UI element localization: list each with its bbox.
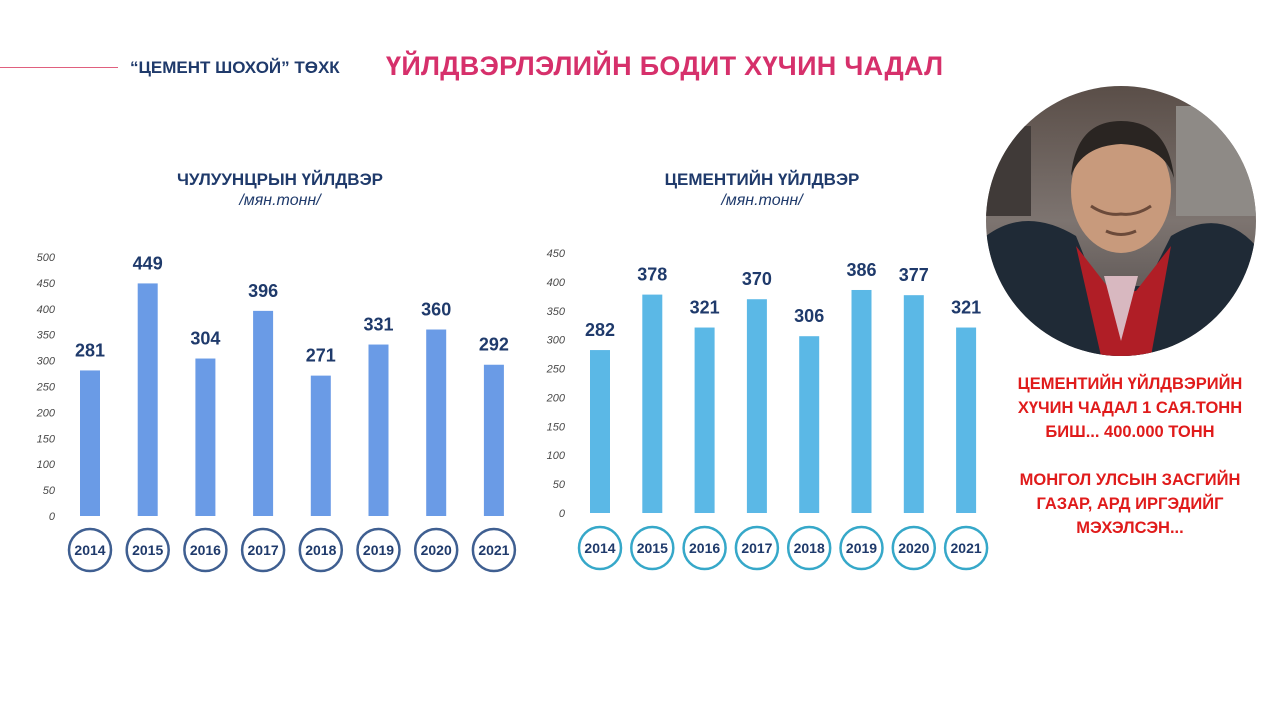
y-tick-label: 450 [37,278,56,290]
y-tick-label: 100 [547,450,566,462]
year-circle [839,525,884,571]
x-tick-label: 2017 [248,542,279,558]
bar [956,327,977,513]
chart-title-right: ЦЕМЕНТИЙН ҮЙЛДВЭР [664,170,860,189]
x-tick-label: 2019 [363,542,394,558]
statement-line-1: ЦЕМЕНТИЙН ҮЙЛДВЭРИЙН ХҮЧИН ЧАДАЛ 1 САЯ.Т… [1017,375,1243,441]
data-label: 360 [421,300,451,320]
y-tick-label: 150 [547,421,566,433]
y-tick-label: 50 [553,479,566,491]
bar [426,329,447,516]
data-label: 449 [133,253,163,273]
bar [642,294,663,513]
data-label: 378 [637,265,667,285]
y-tick-label: 0 [559,508,566,520]
bar [195,358,216,516]
data-label: 281 [75,340,105,360]
year-circle [577,525,623,571]
bar [80,370,100,516]
year-circle [786,525,832,571]
chart-cement: 0 50 100 150 200 250 300 350 400 450 282 2014 378 201… [546,248,989,571]
x-tick-label: 2020 [898,540,929,556]
chart-unit-left: /мян.тонн/ [239,192,321,209]
y-tick-label: 500 [37,252,56,264]
x-tick-label: 2014 [584,540,615,556]
data-label: 377 [899,265,929,285]
x-tick-label: 2016 [689,540,720,556]
statement-text: ЦЕМЕНТИЙН ҮЙЛДВЭРИЙН ХҮЧИН ЧАДАЛ 1 САЯ.Т… [1010,372,1250,540]
bar [483,364,504,516]
year-circle [682,525,727,571]
y-tick-label: 350 [547,306,566,318]
y-tick-label: 100 [37,459,56,471]
y-tick-label: 250 [546,364,566,376]
y-tick-label: 200 [36,407,56,419]
x-tick-label: 2018 [794,540,825,556]
y-tick-label: 300 [547,335,566,347]
y-tick-label: 150 [37,433,56,445]
bar [903,295,924,513]
bar [368,344,389,516]
year-circle [125,527,170,573]
year-circle [943,525,989,571]
bar [746,299,767,513]
bar [799,336,820,513]
y-tick-label: 350 [37,330,56,342]
bar [253,310,274,516]
year-circle [240,527,286,573]
x-tick-label: 2016 [190,542,221,558]
year-circle [891,525,937,571]
y-tick-label: 400 [547,277,566,289]
x-tick-label: 2015 [637,540,668,556]
year-circle [356,527,401,573]
data-label: 386 [846,260,876,280]
data-label: 370 [742,269,772,289]
bar [137,283,158,516]
x-tick-label: 2017 [741,540,772,556]
year-circle [734,525,780,571]
data-label: 321 [951,298,981,318]
person-portrait-photo [986,86,1256,356]
x-tick-label: 2019 [846,540,877,556]
person-portrait-icon [986,86,1256,356]
y-tick-label: 50 [43,485,56,497]
chart-unit-right: /мян.тонн/ [721,192,803,209]
x-tick-label: 2020 [421,542,452,558]
year-circle [413,527,459,573]
x-tick-label: 2015 [132,542,163,558]
y-tick-label: 400 [37,304,56,316]
bar [694,327,715,513]
y-tick-label: 450 [547,248,566,260]
year-circle [630,525,675,571]
year-circle [471,527,517,573]
year-circle [67,527,113,573]
y-tick-label: 250 [36,382,56,394]
chart-chuluuntsar: 0 50 100 150 200 250 300 350 400 450 500 281 2014 449… [36,252,517,573]
y-tick-label: 0 [49,511,56,523]
data-label: 321 [690,298,720,318]
bar [310,375,331,516]
data-label: 304 [190,329,220,349]
x-tick-label: 2018 [305,542,336,558]
x-tick-label: 2014 [74,542,105,558]
y-tick-label: 300 [37,356,56,368]
statement-line-2: МОНГОЛ УЛСЫН ЗАСГИЙН ГАЗАР, АРД ИРГЭДИЙГ… [1019,471,1241,537]
y-tick-label: 200 [546,392,566,404]
x-tick-label: 2021 [951,540,982,556]
company-name: “ЦЕМЕНТ ШОХОЙ” ТӨХК [130,58,340,77]
data-label: 282 [585,320,615,340]
year-circle [183,527,228,573]
x-tick-label: 2021 [478,542,509,558]
data-label: 292 [479,335,509,355]
data-label: 331 [363,315,393,335]
bar [851,289,872,513]
data-label: 396 [248,281,278,301]
header-accent-line [0,67,118,68]
data-label: 271 [306,346,336,366]
data-label: 306 [794,306,824,326]
year-circle [298,527,344,573]
page-title: ҮЙЛДВЭРЛЭЛИЙН БОДИТ ХҮЧИН ЧАДАЛ [386,51,944,81]
bar [590,350,610,513]
chart-title-left: ЧУЛУУНЦРЫН ҮЙЛДВЭР [176,170,384,189]
